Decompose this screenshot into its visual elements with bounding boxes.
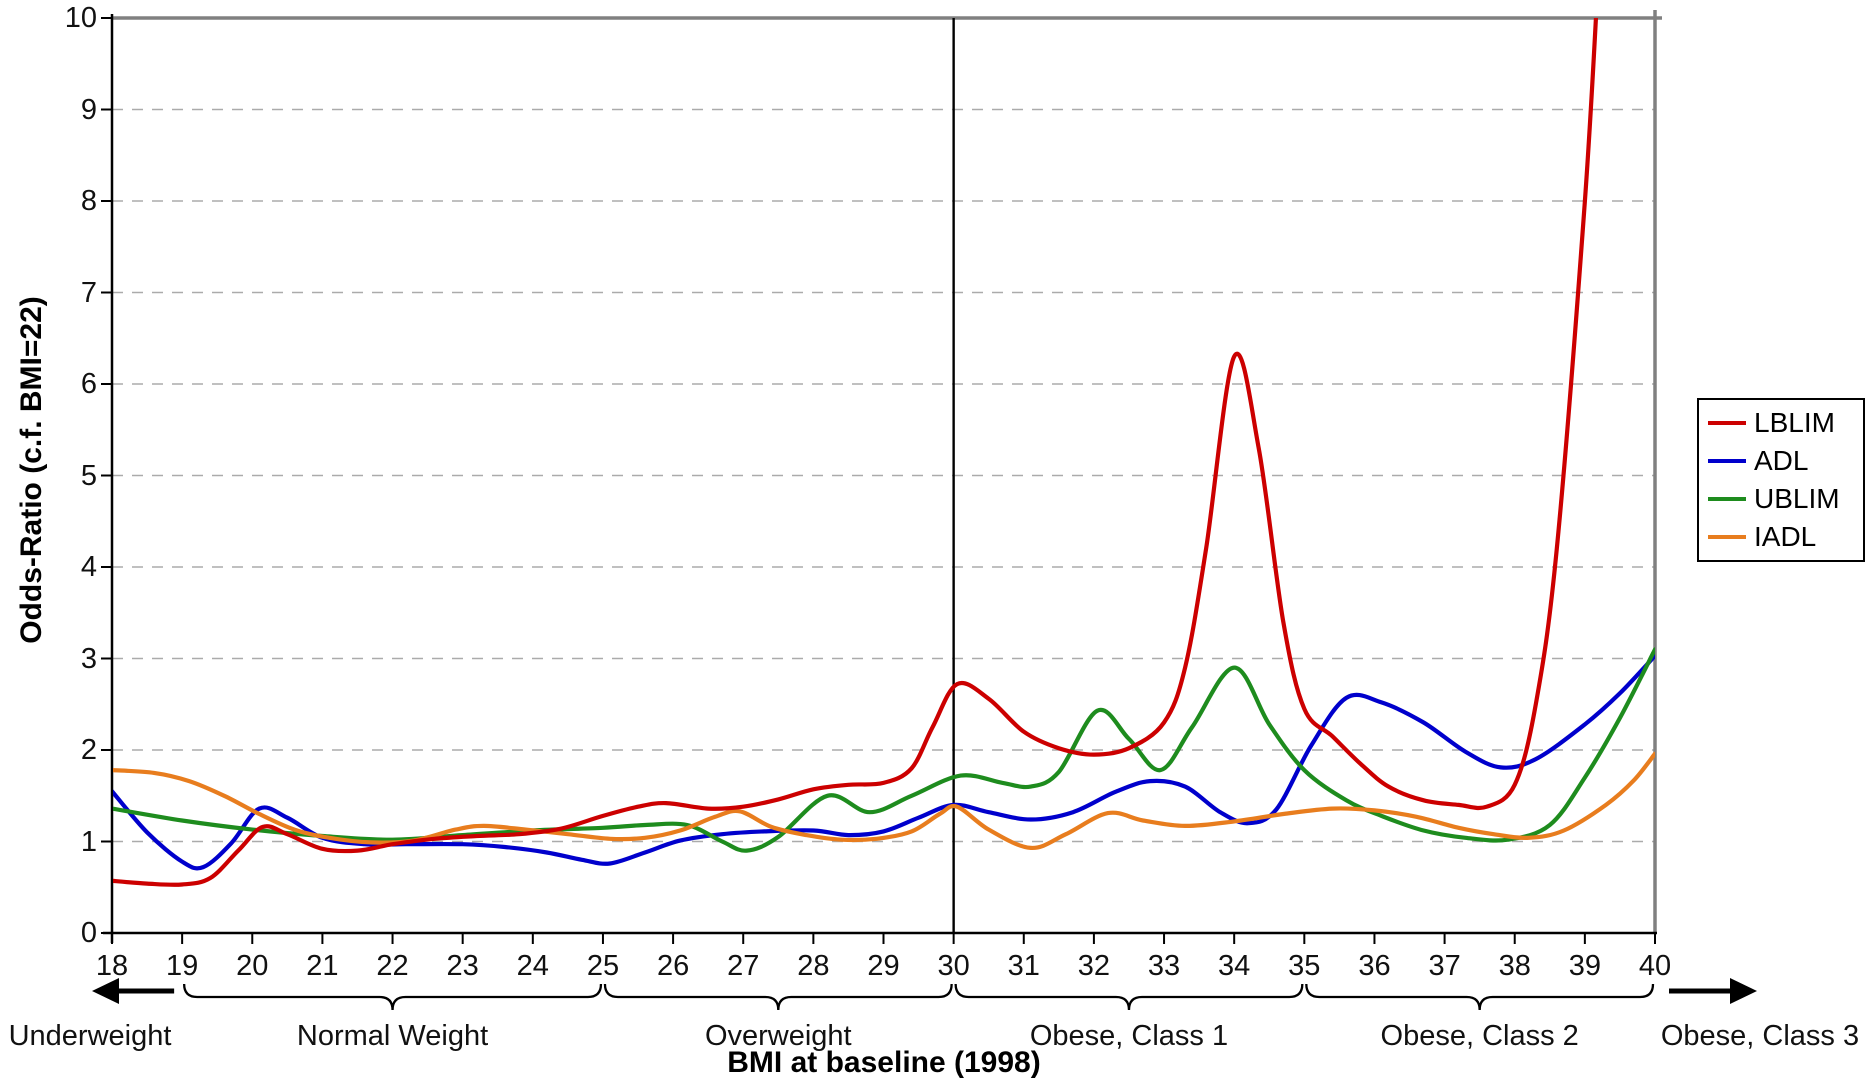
category-overweight-brace xyxy=(603,983,953,1011)
x-tick-label-30: 30 xyxy=(937,950,970,982)
series-line-ublim xyxy=(113,647,1655,853)
x-tick-label-32: 32 xyxy=(1077,950,1111,982)
category-underweight-arrow-head xyxy=(92,978,119,1004)
x-tick-label-37: 37 xyxy=(1428,950,1461,982)
x-tick-label-31: 31 xyxy=(1007,950,1040,982)
legend-swatch-iadl xyxy=(1708,535,1746,539)
legend-label-iadl: IADL xyxy=(1754,521,1817,552)
x-tick-label-34: 34 xyxy=(1218,950,1251,982)
category-obese-class-3-arrow-head xyxy=(1730,978,1757,1004)
y-tick-label-0: 0 xyxy=(80,917,97,949)
category-normal-weight-brace xyxy=(182,983,603,1011)
x-tick-label-33: 33 xyxy=(1147,950,1181,982)
y-tick-label-6: 6 xyxy=(80,368,97,400)
x-tick-label-25: 25 xyxy=(586,950,620,982)
legend-entry-lblim: LBLIM xyxy=(1699,408,1863,438)
y-tick-label-3: 3 xyxy=(80,642,97,675)
x-tick-label-27: 27 xyxy=(727,950,760,982)
y-tick-label-2: 2 xyxy=(80,734,97,766)
y-tick-label-5: 5 xyxy=(80,459,97,492)
category-obese-class-2-brace xyxy=(1305,983,1655,1011)
legend-label-adl: ADL xyxy=(1754,445,1809,476)
y-tick-label-4: 4 xyxy=(80,551,97,583)
y-tick-label-8: 8 xyxy=(80,185,97,217)
legend-entry-ublim: UBLIM xyxy=(1699,484,1863,514)
x-tick-label-21: 21 xyxy=(306,950,339,982)
x-tick-label-40: 40 xyxy=(1638,950,1672,982)
x-tick-label-35: 35 xyxy=(1288,950,1321,982)
x-tick-label-26: 26 xyxy=(656,950,690,982)
category-label-normal-weight: Normal Weight xyxy=(296,1020,489,1052)
category-obese-class-1-brace xyxy=(954,983,1304,1011)
x-tick-label-24: 24 xyxy=(516,950,549,982)
legend-label-lblim: LBLIM xyxy=(1754,407,1835,438)
x-tick-label-23: 23 xyxy=(446,950,479,982)
series-line-lblim xyxy=(113,18,1599,887)
y-tick-label-9: 9 xyxy=(80,93,97,126)
legend-swatch-ublim xyxy=(1708,497,1746,501)
x-tick-label-18: 18 xyxy=(95,950,129,982)
category-label-obese-class-1: Obese, Class 1 xyxy=(1029,1020,1229,1052)
y-tick-label-10: 10 xyxy=(64,2,97,34)
x-tick-label-39: 39 xyxy=(1568,950,1601,982)
x-axis-title: BMI at baseline (1998) xyxy=(727,1046,1041,1079)
series-line-iadl xyxy=(113,751,1655,851)
x-tick-label-36: 36 xyxy=(1358,950,1391,982)
y-tick-label-7: 7 xyxy=(80,276,97,309)
category-label-underweight: Underweight xyxy=(8,1020,172,1052)
legend: LBLIM ADL UBLIM IADL xyxy=(1697,398,1865,562)
category-label-overweight: Overweight xyxy=(704,1020,852,1052)
x-tick-label-20: 20 xyxy=(236,950,269,982)
x-tick-label-29: 29 xyxy=(867,950,900,982)
legend-entry-iadl: IADL xyxy=(1699,522,1863,552)
y-tick-label-1: 1 xyxy=(80,825,97,858)
series-curves xyxy=(113,18,1655,887)
x-tick-label-38: 38 xyxy=(1498,950,1531,982)
x-tick-label-28: 28 xyxy=(797,950,830,982)
x-tick-label-22: 22 xyxy=(376,950,409,982)
legend-entry-adl: ADL xyxy=(1699,446,1863,476)
legend-swatch-lblim xyxy=(1708,421,1746,425)
category-label-obese-class-2: Obese, Class 2 xyxy=(1380,1020,1579,1052)
category-label-obese-class-3: Obese, Class 3 xyxy=(1660,1020,1860,1052)
legend-label-ublim: UBLIM xyxy=(1754,483,1840,514)
legend-swatch-adl xyxy=(1708,459,1746,463)
x-tick-label-19: 19 xyxy=(165,950,199,982)
